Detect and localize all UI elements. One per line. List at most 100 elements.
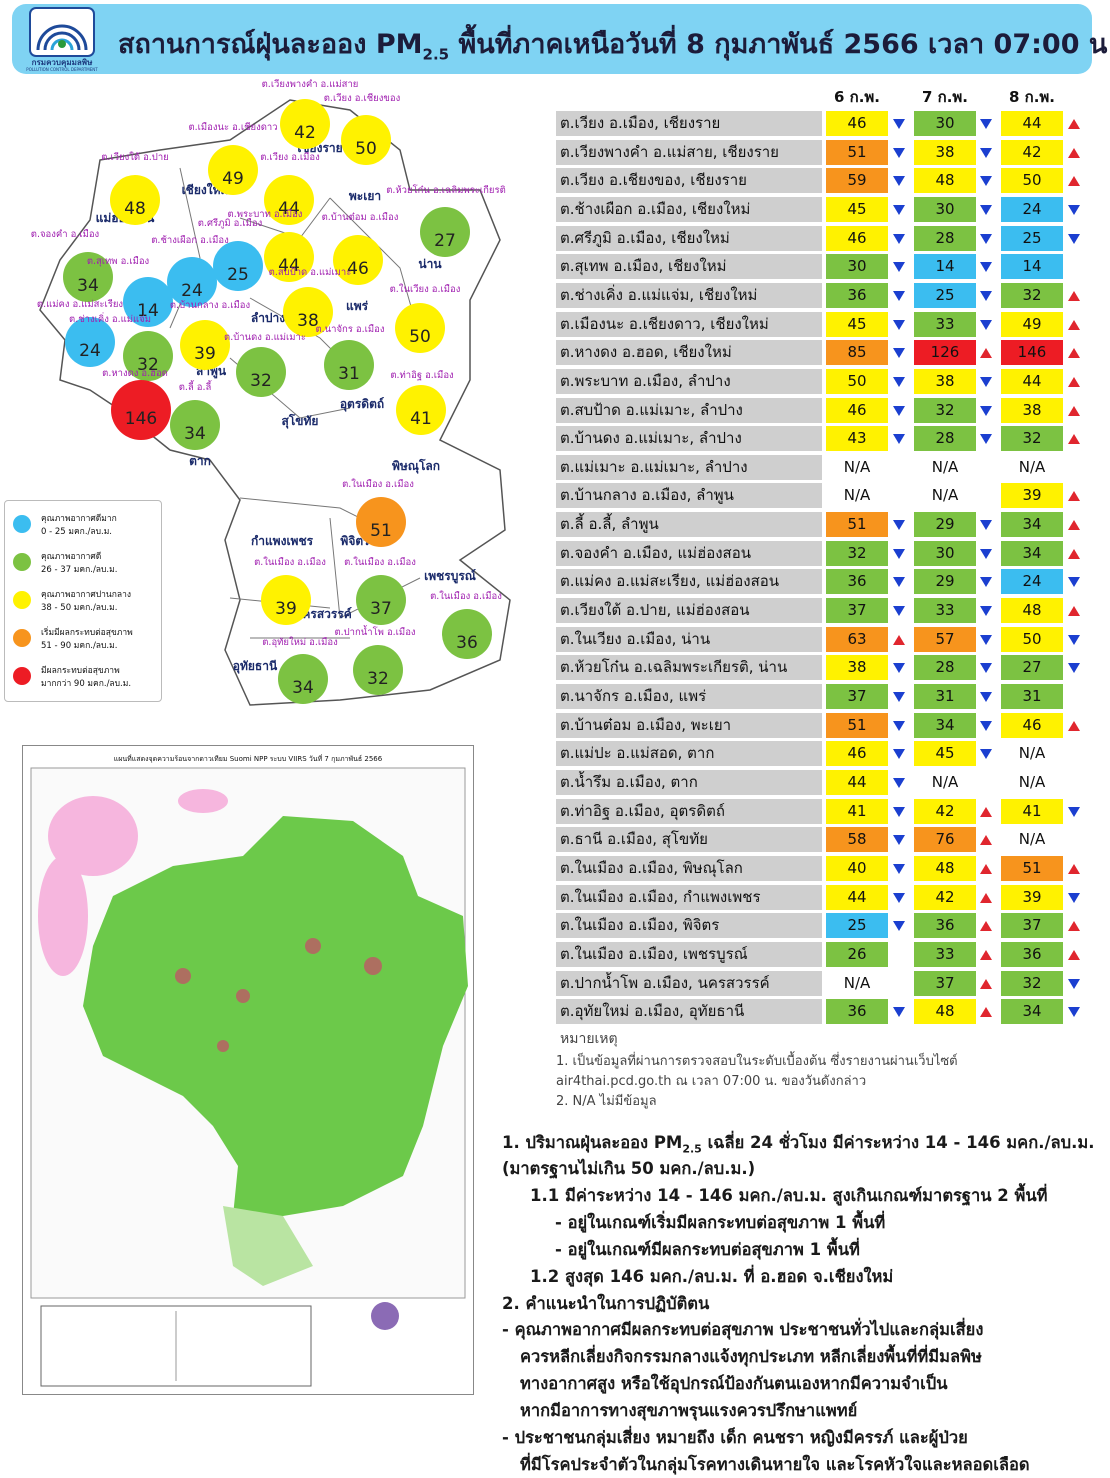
summary-subscript: 2.5	[682, 1142, 702, 1156]
summary-line: (มาตรฐานไม่เกิน 50 มคก./ลบ.ม.)	[502, 1159, 756, 1178]
station-name: ต.ในเวียง อ.เมือง, น่าน	[556, 626, 822, 652]
bubble-value: 39	[275, 599, 297, 619]
pm25-value: 146	[1001, 340, 1063, 366]
hotspot-map-title: แผนที่แสดงจุดความร้อนจากดาวเทียม Suomi N…	[113, 755, 383, 763]
pm25-value: 30	[914, 540, 976, 566]
trend-up	[980, 1007, 992, 1018]
trend-down	[893, 176, 905, 187]
pm25-value: 25	[1001, 225, 1063, 251]
pm25-value: N/A	[1001, 769, 1063, 795]
pm25-value: 44	[826, 769, 888, 795]
aqi-bubble	[65, 317, 115, 367]
trend-down	[893, 577, 905, 588]
aqi-bubble	[356, 575, 406, 625]
trend-up	[1068, 720, 1080, 731]
title-text: พื้นที่ภาคเหนือวันที่ 8 กุมภาพันธ์ 2566 …	[449, 29, 1110, 60]
pm25-value: 32	[1001, 970, 1063, 996]
pm25-value: 46	[826, 397, 888, 423]
trend-down	[1068, 204, 1080, 215]
summary-line: หากมีอาการทางสุขภาพรุนแรงควรปรึกษาแพทย์	[520, 1401, 858, 1421]
pm25-value: 34	[1001, 999, 1063, 1025]
station-label: ต.ในเมือง อ.เมือง	[342, 478, 414, 490]
trend-down	[893, 233, 905, 244]
trend-down	[893, 204, 905, 215]
station-name: ต.จองคำ อ.เมือง, แม่ฮ่องสอน	[556, 540, 822, 566]
aqi-bubble	[353, 645, 403, 695]
trend-up	[1068, 548, 1080, 559]
header-banner	[12, 4, 1092, 74]
station-name: ต.ในเมือง อ.เมือง, พิษณุโลก	[556, 855, 822, 881]
station-name: ต.น้ำรึม อ.เมือง, ตาก	[556, 769, 822, 795]
pm25-value: 50	[1001, 168, 1063, 194]
pm25-value: 38	[914, 368, 976, 394]
trend-down	[893, 806, 905, 817]
trend-up	[980, 978, 992, 989]
summary-line: - อยู่ในเกณฑ์มีผลกระทบต่อสุขภาพ 1 พื้นที…	[555, 1239, 860, 1259]
station-label: ต.ห้วยโก๋น อ.เฉลิมพระเกียรติ	[386, 184, 506, 196]
trend-down	[893, 147, 905, 158]
pm25-value: 46	[1001, 712, 1063, 738]
trend-up	[1068, 491, 1080, 502]
trend-down	[893, 606, 905, 617]
station-label: ต.ช้างเผือก อ.เมือง	[151, 235, 228, 246]
station-name: ต.ช้างเผือก อ.เมือง, เชียงใหม่	[556, 196, 822, 222]
pm25-value: 58	[826, 827, 888, 853]
bubble-value: 38	[297, 311, 319, 331]
date-header: 7 ก.พ.	[921, 88, 969, 106]
trend-down	[980, 290, 992, 301]
station-label: ต.เวียง อ.เชียงของ	[324, 92, 400, 104]
pm25-value: 46	[826, 225, 888, 251]
pm25-value: 36	[1001, 941, 1063, 967]
aqi-bubble	[170, 400, 220, 450]
station-name: ต.แม่คง อ.แม่สะเรียง, แม่ฮ่องสอน	[556, 569, 822, 595]
pm25-value: 31	[914, 684, 976, 709]
trend-up	[1068, 376, 1080, 387]
station-label: ต.เวียงใต้ อ.ปาย	[101, 151, 168, 163]
province-map: เชียงรายแม่ฮ่องสอนเชียงใหม่พะเยาน่านลำปา…	[31, 78, 511, 706]
province-label: สุโขทัย	[282, 413, 319, 429]
bubble-value: 50	[355, 139, 377, 159]
station-name: ต.บ้านต๋อม อ.เมือง, พะเยา	[556, 712, 822, 738]
pm25-value: 42	[914, 798, 976, 824]
station-label: ต.หางดง อ.ฮอด	[102, 368, 168, 379]
trend-down	[980, 434, 992, 445]
trend-down	[893, 376, 905, 387]
trend-down	[893, 290, 905, 301]
legend-range: มากกว่า 90 มคก./ลบ.ม.	[41, 679, 132, 689]
bubble-value: 32	[250, 371, 272, 391]
aqi-bubble	[213, 241, 263, 291]
province-label: ตาก	[189, 454, 211, 468]
trend-down	[980, 577, 992, 588]
trend-down	[1068, 233, 1080, 244]
logo: กรมควบคุมมลพิษ POLLUTION CONTROL DEPARTM…	[26, 7, 98, 72]
pm25-value: 27	[1001, 655, 1063, 681]
aqi-bubble	[123, 331, 173, 381]
province-label: อุตรดิตถ์	[340, 397, 384, 412]
aqi-bubble	[167, 257, 217, 307]
pm25-value: 32	[826, 540, 888, 566]
trend-up	[1068, 949, 1080, 960]
legend-range: 38 - 50 มคก./ลบ.ม.	[41, 603, 118, 613]
pm25-value: N/A	[914, 769, 976, 795]
province-label: น่าน	[418, 257, 442, 271]
trend-up	[1068, 119, 1080, 129]
pm25-value: 63	[826, 626, 888, 652]
station-label: ต.นาจักร อ.เมือง	[315, 324, 384, 335]
trend-down	[1068, 577, 1080, 588]
bubble-value: 24	[181, 281, 203, 301]
pm25-value: 39	[1001, 483, 1063, 509]
pm25-value: 28	[914, 426, 976, 452]
station-label: ต.ศรีภูมิ อ.เมือง	[198, 217, 262, 229]
trend-down	[980, 233, 992, 244]
trend-down	[893, 520, 905, 531]
pm25-value: 51	[826, 139, 888, 165]
trend-down	[1068, 892, 1080, 903]
bubble-value: 39	[194, 344, 216, 364]
station-label: ต.จองคำ อ.เมือง	[31, 229, 99, 240]
pm25-value: 30	[914, 111, 976, 136]
legend: คุณภาพอากาศดีมาก 0 - 25 มคก./ลบ.ม. คุณภาพอ…	[4, 500, 162, 702]
aqi-bubble	[180, 320, 230, 370]
station-name: ต.สบป้าด อ.แม่เมาะ, ลำปาง	[556, 397, 822, 423]
date-header: 6 ก.พ.	[833, 88, 881, 106]
summary-line: ควรหลีกเลี่ยงกิจกรรมกลางแจ้งทุกประเภท หล…	[520, 1347, 982, 1367]
